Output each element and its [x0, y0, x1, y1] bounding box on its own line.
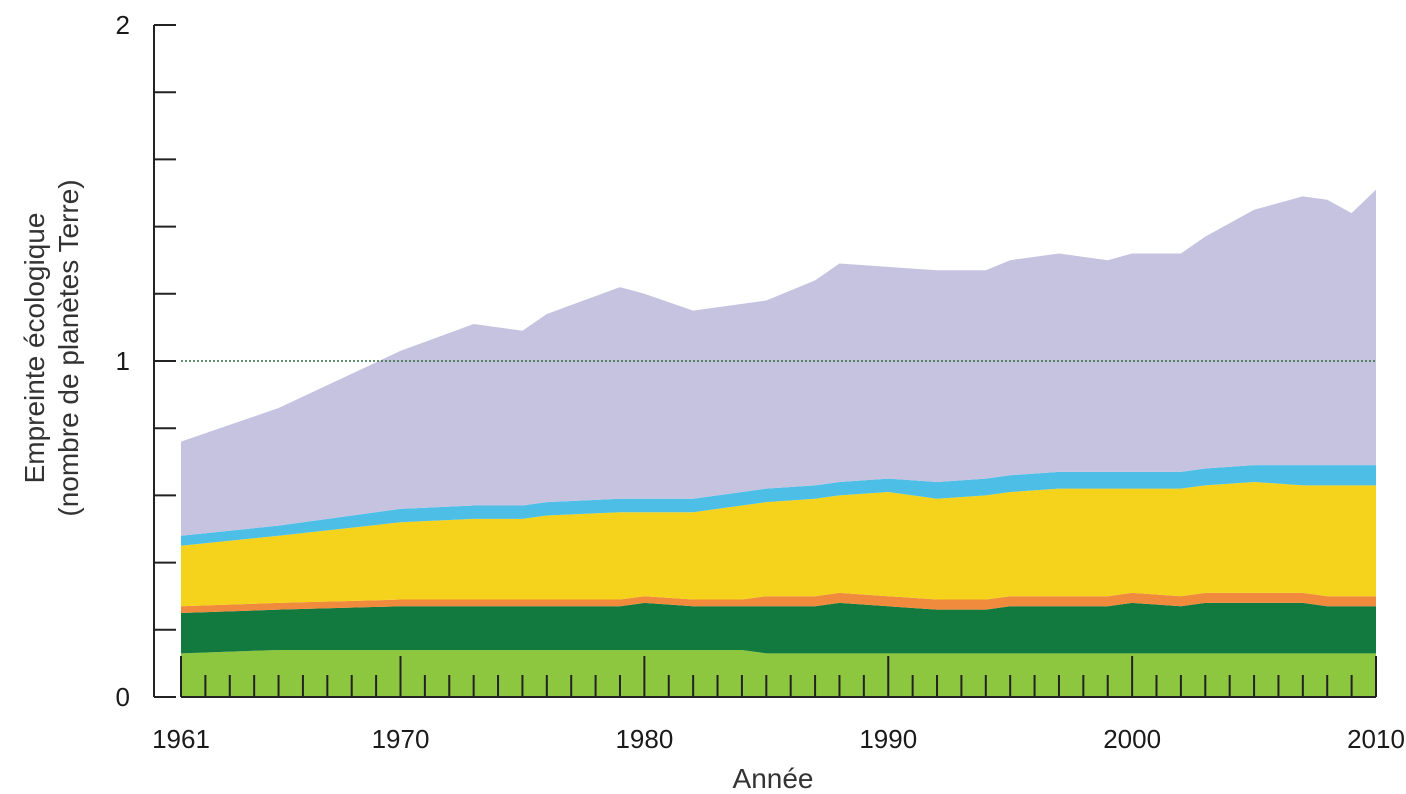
- y-tick-label: 2: [116, 10, 130, 40]
- y-axis: 0 1 2: [116, 10, 176, 712]
- area-series-5: [181, 465, 1376, 546]
- y-tick-label: 1: [116, 346, 130, 376]
- x-tick-label: 1970: [372, 724, 430, 754]
- x-tick-label: 1990: [859, 724, 917, 754]
- x-axis-title: Année: [733, 763, 814, 794]
- x-tick-label: 1980: [615, 724, 673, 754]
- stacked-areas: [181, 189, 1376, 697]
- y-tick-label: 0: [116, 682, 130, 712]
- y-axis-title-line2: (nombre de planètes Terre): [53, 179, 84, 516]
- x-axis: 1961 1970 1980 1990 2000 2010: [152, 656, 1405, 754]
- area-series-6: [181, 189, 1376, 536]
- x-tick-label: 1961: [152, 724, 210, 754]
- x-tick-label: 2000: [1103, 724, 1161, 754]
- x-tick-label: 2010: [1347, 724, 1405, 754]
- area-series-3: [181, 592, 1376, 613]
- y-axis-title-line1: Empreinte écologique: [19, 213, 50, 484]
- area-series-1: [181, 649, 1376, 697]
- area-series-2: [181, 602, 1376, 654]
- area-series-4: [181, 481, 1376, 607]
- y-axis-title: Empreinte écologique (nombre de planètes…: [19, 179, 84, 516]
